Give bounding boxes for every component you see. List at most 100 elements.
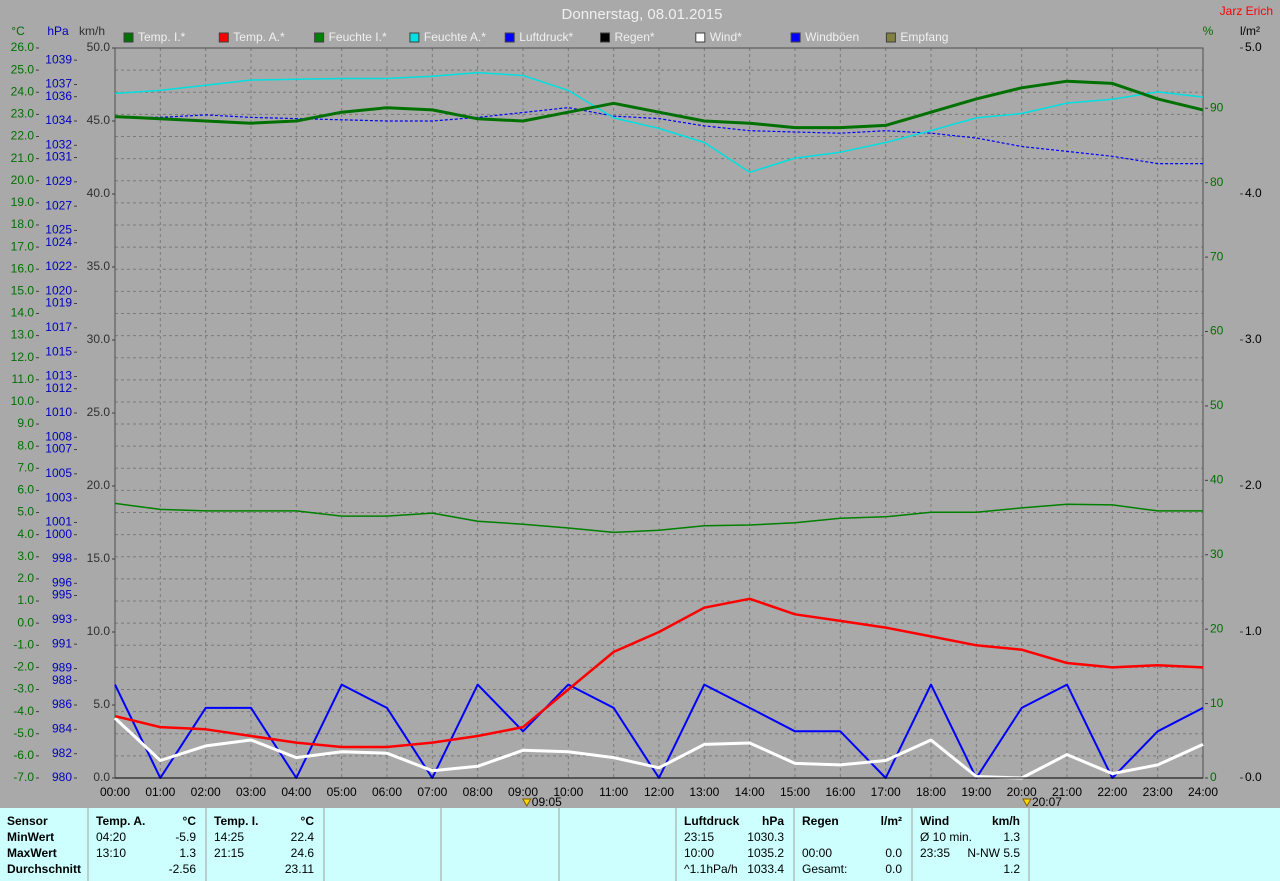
panel-cell: 1033.4: [747, 862, 784, 876]
tick-label: 989: [52, 661, 72, 675]
tick-label: 2.0: [17, 571, 34, 585]
row-label: MinWert: [7, 830, 54, 844]
panel-title: Temp. I.: [214, 814, 258, 828]
tick-label: 5.0: [1245, 40, 1262, 54]
panel-unit: l/m²: [881, 814, 902, 828]
legend-swatch: [314, 32, 325, 43]
x-tick-label: 23:00: [1143, 785, 1173, 799]
series-line: [114, 79, 1204, 130]
tick-label: 50.0: [87, 40, 111, 54]
tick-label: 90: [1210, 100, 1224, 114]
tick-label: 1003: [45, 490, 72, 504]
tick-label: 20.0: [11, 173, 35, 187]
tick-label: 1019: [45, 296, 72, 310]
tick-label: -1.0: [13, 637, 34, 651]
tick-label: 45.0: [87, 113, 111, 127]
legend-swatch: [409, 32, 420, 43]
panel-cell: 04:20: [96, 830, 126, 844]
legend-swatch: [123, 32, 134, 43]
tick-label: 1022: [45, 259, 72, 273]
panel-cell: 0.0: [885, 862, 902, 876]
panel-unit: °C: [183, 814, 197, 828]
x-tick-label: 24:00: [1188, 785, 1218, 799]
x-tick-label: 12:00: [644, 785, 674, 799]
tick-label: 14.0: [11, 306, 35, 320]
panel-cell: 1035.2: [747, 846, 784, 860]
time-marker-label: 20:07: [1032, 795, 1062, 809]
tick-label: -4.0: [13, 704, 34, 718]
tick-label: 1029: [45, 174, 72, 188]
legend-label: Feuchte A.*: [424, 30, 486, 44]
x-tick-label: 03:00: [236, 785, 266, 799]
axis-unit: km/h: [79, 24, 105, 38]
panel-unit: hPa: [762, 814, 784, 828]
tick-label: 1025: [45, 223, 72, 237]
tick-label: -3.0: [13, 682, 34, 696]
panel-cell: -5.9: [175, 830, 196, 844]
tick-label: 991: [52, 636, 72, 650]
tick-label: 4.0: [17, 527, 34, 541]
x-tick-label: 05:00: [327, 785, 357, 799]
tick-label: 15.0: [87, 551, 111, 565]
tick-label: 4.0: [1245, 186, 1262, 200]
tick-label: 1027: [45, 198, 72, 212]
panel-cell: 22.4: [291, 830, 315, 844]
tick-label: 1.0: [17, 593, 34, 607]
tick-label: 986: [52, 697, 72, 711]
tick-label: 998: [52, 551, 72, 565]
tick-label: -5.0: [13, 726, 34, 740]
stats-header: Sensor: [7, 814, 48, 828]
tick-label: 988: [52, 673, 72, 687]
tick-label: 10.0: [11, 394, 35, 408]
tick-label: 2.0: [1245, 478, 1262, 492]
tick-label: 1001: [45, 515, 72, 529]
legend-label: Windböen: [805, 30, 859, 44]
x-tick-label: 16:00: [825, 785, 855, 799]
legend-swatch: [885, 32, 896, 43]
tick-label: 0: [1210, 770, 1217, 784]
tick-label: 1024: [45, 235, 72, 249]
x-tick-label: 01:00: [145, 785, 175, 799]
tick-label: 22.0: [11, 129, 35, 143]
panel-cell: 00:00: [802, 846, 832, 860]
panel-cell: ^1.1hPa/h: [684, 862, 738, 876]
tick-label: 5.0: [17, 505, 34, 519]
tick-label: 980: [52, 770, 72, 784]
legend-swatch: [695, 32, 706, 43]
panel-title: Temp. A.: [96, 814, 145, 828]
legend-swatch: [790, 32, 801, 43]
x-tick-label: 18:00: [916, 785, 946, 799]
tick-label: 19.0: [11, 195, 35, 209]
panel-cell: 13:10: [96, 846, 126, 860]
panel-cell: 10:00: [684, 846, 714, 860]
legend-label: Temp. I.*: [138, 30, 186, 44]
panel-cell: 23:15: [684, 830, 714, 844]
panel-title: Wind: [920, 814, 949, 828]
stats-band: [0, 808, 1280, 881]
tick-label: 80: [1210, 175, 1224, 189]
legend-swatch: [600, 32, 610, 43]
tick-label: 1031: [45, 150, 72, 164]
x-tick-label: 19:00: [961, 785, 991, 799]
tick-label: 1015: [45, 344, 72, 358]
tick-label: 1007: [45, 442, 72, 456]
tick-label: 1008: [45, 430, 72, 444]
tick-label: 5.0: [93, 697, 110, 711]
x-tick-label: 15:00: [780, 785, 810, 799]
tick-label: 20.0: [87, 478, 111, 492]
tick-label: 996: [52, 576, 72, 590]
panel-title: Regen: [802, 814, 839, 828]
tick-label: 12.0: [11, 350, 35, 364]
tick-label: 0.0: [17, 615, 34, 629]
tick-label: 21.0: [11, 151, 35, 165]
tick-label: 993: [52, 612, 72, 626]
tick-label: 60: [1210, 324, 1224, 338]
x-tick-label: 20:00: [1007, 785, 1037, 799]
axis-unit: hPa: [47, 24, 69, 38]
tick-label: 13.0: [11, 328, 35, 342]
tick-label: 25.0: [87, 405, 111, 419]
tick-label: -2.0: [13, 660, 34, 674]
tick-label: 24.0: [11, 84, 35, 98]
tick-label: 1000: [45, 527, 72, 541]
tick-label: 1.0: [1245, 624, 1262, 638]
